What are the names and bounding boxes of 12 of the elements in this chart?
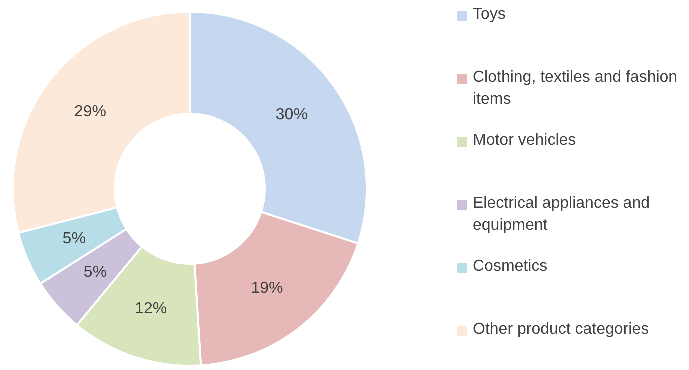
legend-label: Clothing, textiles and fashion items [473,68,679,110]
data-label: 30% [276,106,308,124]
data-label: 12% [135,300,168,318]
legend-label: Other product categories [473,320,650,340]
data-label: 5% [84,264,108,281]
legend-label: Electrical appliances and equipment [473,194,651,236]
data-label: 19% [251,280,284,298]
legend-label: Cosmetics [473,257,548,277]
data-label: 29% [74,103,106,120]
legend-label: Motor vehicles [473,131,576,151]
data-label: 5% [62,230,86,248]
legend-label: Toys [473,5,506,25]
